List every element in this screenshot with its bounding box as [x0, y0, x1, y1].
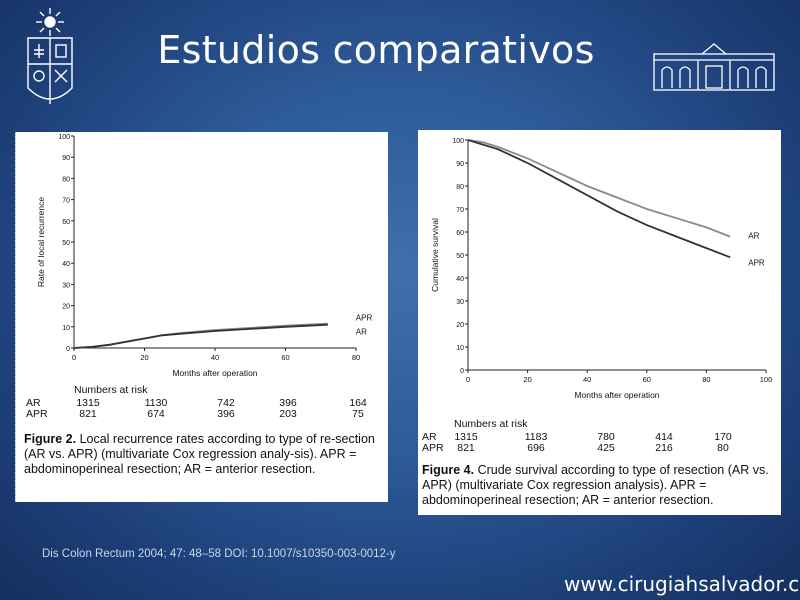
figure-4-panel: 0 10 20 30 40 50 60 70 80 90 100 0 20 40 60 80 100 Cumula…: [418, 130, 781, 515]
risk-cell: 1183: [524, 431, 548, 443]
risk-table-title: Numbers at risk: [454, 418, 528, 430]
website-url: www.cirugiahsalvador.cl: [564, 572, 800, 596]
y-tick-label: 50: [62, 240, 70, 247]
y-tick-label: 10: [456, 345, 464, 352]
slide-title: Estudios comparativos: [157, 28, 595, 72]
y-tick-label: 70: [62, 198, 70, 205]
y-tick-label: 80: [62, 176, 70, 183]
series-label-ar: AR: [748, 232, 759, 241]
risk-cell: 780: [597, 431, 615, 443]
risk-cell: 396: [279, 397, 297, 409]
y-tick-label: 80: [456, 184, 464, 191]
x-tick-label: 80: [352, 353, 360, 362]
y-tick-label: 20: [62, 304, 70, 311]
risk-cell: 414: [655, 431, 673, 443]
risk-cell: 742: [217, 397, 235, 409]
risk-cell: 203: [279, 408, 297, 420]
risk-cell: 80: [717, 442, 729, 454]
risk-cell: 75: [352, 408, 364, 420]
local-recurrence-chart: 0 10 20 30 40 50 60 70 80 90 100 0 20 40 60 80 Rate of l…: [36, 134, 373, 378]
risk-cell: 216: [655, 442, 673, 454]
y-tick-label: 30: [456, 299, 464, 306]
cumulative-survival-chart: 0 10 20 30 40 50 60 70 80 90 100 0 20 40 60 80 100 Cumula…: [430, 138, 773, 400]
risk-cell: 1315: [454, 431, 478, 443]
series-line-apr: [467, 139, 731, 259]
risk-cell: 425: [597, 442, 615, 454]
y-tick-label: 50: [456, 253, 464, 260]
risk-cell: 821: [79, 408, 97, 420]
y-axis-label: Rate of local recurrence: [36, 197, 46, 288]
x-tick-label: 60: [281, 353, 289, 362]
citation-text: Dis Colon Rectum 2004; 47: 48–58 DOI: 10…: [42, 548, 396, 560]
caption-label: Figure 4.: [422, 463, 475, 477]
building-logo: [653, 43, 775, 91]
risk-cell: 1315: [76, 397, 100, 409]
x-tick-label: 40: [583, 375, 591, 384]
x-tick-label: 0: [466, 375, 470, 384]
series-line-ar: [73, 323, 328, 349]
x-tick-label: 100: [760, 375, 773, 384]
x-tick-label: 60: [643, 375, 651, 384]
figure-2-caption: Figure 2. Local recurrence rates accordi…: [24, 432, 384, 477]
figure-2-panel: 0 10 20 30 40 50 60 70 80 90 100 0 20 40 60 80 Rate of l…: [15, 132, 388, 502]
y-tick-label: 90: [62, 155, 70, 162]
series-line-ar: [467, 139, 731, 238]
series-label-ar: AR: [356, 328, 367, 337]
x-tick-label: 20: [140, 353, 148, 362]
y-tick-label: 70: [456, 207, 464, 214]
y-tick-label: 100: [452, 138, 464, 145]
x-tick-label: 80: [702, 375, 710, 384]
y-axis-label: Cumulative survival: [430, 218, 440, 292]
sun-rays-icon: [36, 8, 64, 36]
series-label-apr: APR: [356, 314, 373, 323]
caption-text: Local recurrence rates according to type…: [24, 432, 375, 476]
y-tick-label: 100: [58, 134, 70, 141]
caption-label: Figure 2.: [24, 432, 77, 446]
y-tick-label: 40: [62, 261, 70, 268]
series-label-apr: APR: [748, 258, 765, 267]
risk-table-title: Numbers at risk: [74, 384, 148, 396]
figure-4-caption: Figure 4. Crude survival according to ty…: [422, 463, 777, 508]
university-seal-logo: [27, 8, 73, 104]
risk-cell: 821: [457, 442, 475, 454]
risk-cell: 170: [714, 431, 732, 443]
risk-row-label: APR: [422, 442, 444, 454]
y-tick-label: 30: [62, 282, 70, 289]
y-tick-label: 60: [62, 219, 70, 226]
y-tick-label: 0: [460, 368, 464, 375]
risk-cell: 396: [217, 408, 235, 420]
risk-cell: 696: [527, 442, 545, 454]
y-tick-label: 90: [456, 161, 464, 168]
x-axis-label: Months after operation: [172, 368, 257, 378]
risk-cell: 164: [349, 397, 367, 409]
y-tick-label: 0: [66, 346, 70, 353]
x-tick-label: 20: [523, 375, 531, 384]
x-axis-label: Months after operation: [574, 390, 659, 400]
caption-text: Crude survival according to type of rese…: [422, 463, 769, 507]
risk-row-label: AR: [422, 431, 437, 443]
risk-row-label: AR: [26, 397, 41, 409]
risk-cell: 674: [147, 408, 165, 420]
y-tick-label: 10: [62, 325, 70, 332]
x-tick-label: 40: [211, 353, 219, 362]
y-tick-label: 20: [456, 322, 464, 329]
y-tick-label: 40: [456, 276, 464, 283]
y-tick-label: 60: [456, 230, 464, 237]
risk-row-label: APR: [26, 408, 48, 420]
x-tick-label: 0: [72, 353, 76, 362]
risk-cell: 1130: [144, 397, 168, 409]
